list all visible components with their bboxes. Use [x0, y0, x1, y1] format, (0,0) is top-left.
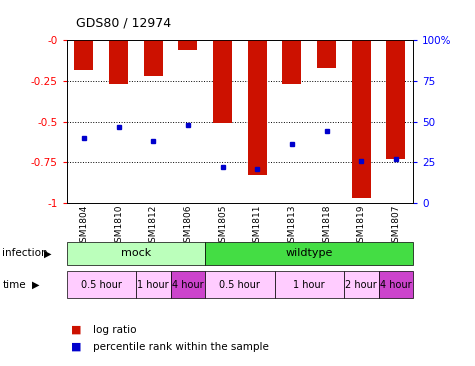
- Text: 0.5 hour: 0.5 hour: [219, 280, 260, 290]
- Bar: [386, 40, 406, 159]
- Bar: [282, 40, 302, 84]
- Text: 4 hour: 4 hour: [380, 280, 412, 290]
- Bar: [352, 40, 371, 198]
- Bar: [213, 40, 232, 123]
- Text: infection: infection: [2, 249, 48, 258]
- Text: wildtype: wildtype: [285, 249, 333, 258]
- Bar: [143, 40, 163, 76]
- Bar: [178, 40, 198, 50]
- Text: ▶: ▶: [44, 249, 51, 258]
- Text: 0.5 hour: 0.5 hour: [81, 280, 122, 290]
- Text: log ratio: log ratio: [93, 325, 136, 335]
- Bar: [74, 40, 94, 70]
- Text: 2 hour: 2 hour: [345, 280, 377, 290]
- Text: 1 hour: 1 hour: [294, 280, 325, 290]
- Text: time: time: [2, 280, 26, 290]
- Text: mock: mock: [121, 249, 151, 258]
- Text: ■: ■: [71, 325, 82, 335]
- Bar: [317, 40, 336, 68]
- Text: 4 hour: 4 hour: [172, 280, 204, 290]
- Text: GDS80 / 12974: GDS80 / 12974: [76, 16, 171, 29]
- Text: percentile rank within the sample: percentile rank within the sample: [93, 342, 268, 352]
- Text: ■: ■: [71, 342, 82, 352]
- Bar: [109, 40, 128, 84]
- Bar: [247, 40, 267, 175]
- Text: 1 hour: 1 hour: [137, 280, 169, 290]
- Text: ▶: ▶: [32, 280, 40, 290]
